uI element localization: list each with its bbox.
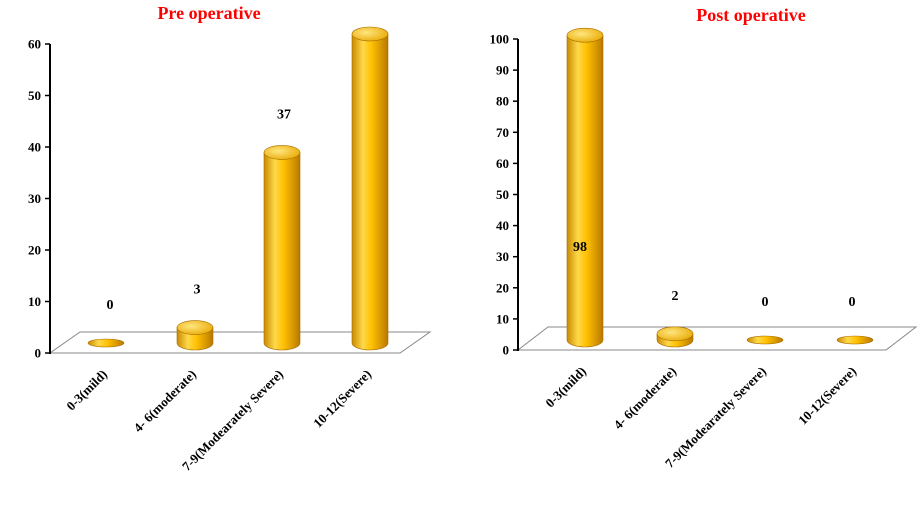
bar-3 <box>836 335 874 345</box>
bar-0 <box>566 27 604 348</box>
y-tick-label: 80 <box>496 94 509 109</box>
y-tick-label: 30 <box>496 249 509 264</box>
bar-0 <box>87 338 125 348</box>
bar-1 <box>176 320 214 351</box>
data-label: 3 <box>194 283 201 298</box>
bar-cap <box>566 27 604 43</box>
bar-2 <box>746 335 784 345</box>
bar-3 <box>351 26 389 351</box>
data-label: 0 <box>107 298 114 313</box>
y-tick-label: 20 <box>28 243 41 258</box>
chart-floor <box>48 331 432 354</box>
y-tick-label: 0 <box>503 343 510 358</box>
y-tick-label: 10 <box>496 311 509 326</box>
category-label: 10-12(Severe) <box>795 364 859 428</box>
bar-disk <box>836 335 874 345</box>
chart-floor <box>516 326 918 351</box>
y-tick-label: 30 <box>28 191 41 206</box>
bar-body <box>263 152 301 351</box>
category-label: 0-3(mild) <box>542 364 589 411</box>
bar-cap <box>176 320 214 335</box>
chart-title: Post operative <box>696 5 805 25</box>
y-tick-label: 50 <box>496 187 509 202</box>
pre-operative-chart: Pre operative 0 10 20 30 40 50 60 0 3 37 60 0-3(mild… <box>28 0 432 474</box>
category-label: 10-12(Severe) <box>310 367 374 431</box>
bar-disk <box>87 338 125 348</box>
data-label: 0 <box>762 295 769 310</box>
y-tick-label: 70 <box>496 125 509 140</box>
data-label: 37 <box>277 107 291 122</box>
category-label: 7-9(Modearately Severe) <box>179 367 286 474</box>
bar-cap <box>656 326 694 342</box>
bar-cap <box>263 145 301 160</box>
bar-cap <box>351 26 389 42</box>
category-label: 0-3(mild) <box>63 367 110 414</box>
bar-disk <box>746 335 784 345</box>
data-label: 2 <box>672 289 679 304</box>
y-tick-label: 20 <box>496 280 509 295</box>
y-tick-label: 40 <box>28 140 41 155</box>
y-tick-label: 60 <box>496 156 509 171</box>
y-tick-label: 60 <box>28 37 41 52</box>
bar-2 <box>263 145 301 351</box>
category-label: 7-9(Modearately Severe) <box>662 364 769 471</box>
bar-body <box>351 33 389 351</box>
y-tick-label: 50 <box>28 88 41 103</box>
data-label: 0 <box>849 295 856 310</box>
bar-body <box>566 34 604 348</box>
category-label: 4- 6(moderate) <box>611 364 680 433</box>
y-tick-label: 100 <box>490 32 510 47</box>
bar-1 <box>656 326 694 348</box>
data-label: 60 <box>363 0 377 4</box>
chart-title: Pre operative <box>157 3 260 23</box>
y-tick-label: 10 <box>28 294 41 309</box>
y-tick-label: 40 <box>496 218 509 233</box>
y-tick-label: 0 <box>35 346 42 361</box>
y-tick-label: 90 <box>496 63 509 78</box>
data-label: 98 <box>573 240 587 255</box>
category-label: 4- 6(moderate) <box>131 367 200 436</box>
